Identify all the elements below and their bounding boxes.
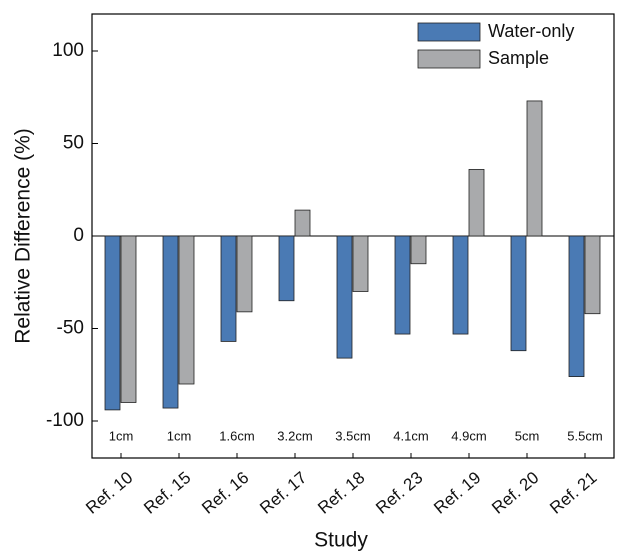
x-tick-label: Ref. 21	[546, 468, 600, 518]
bar	[352, 235, 369, 292]
x-tick-label: Ref. 15	[140, 468, 194, 518]
bar	[510, 235, 527, 352]
x-tick-label: Ref. 23	[372, 468, 426, 518]
bar	[294, 209, 311, 237]
y-tick-label: 0	[73, 225, 84, 246]
legend-label: Water-only	[488, 21, 574, 41]
bar	[452, 235, 469, 335]
annotation: 3.5cm	[335, 428, 370, 443]
bar	[104, 235, 121, 411]
legend-label: Sample	[488, 48, 549, 68]
y-tick-label: 100	[52, 40, 84, 61]
x-tick-label: Ref. 10	[82, 468, 136, 518]
bar	[236, 235, 253, 313]
bar	[120, 235, 137, 403]
bar	[584, 235, 601, 315]
y-tick-label: -100	[46, 410, 84, 431]
x-tick-label: Ref. 19	[430, 468, 484, 518]
annotation: 1cm	[167, 428, 192, 443]
x-tick-label: Ref. 17	[256, 468, 310, 518]
y-tick-label: 50	[63, 133, 84, 154]
bar	[178, 235, 195, 385]
x-tick-label: Ref. 20	[488, 468, 542, 518]
legend-swatch	[417, 22, 481, 42]
annotation: 1cm	[109, 428, 134, 443]
bar	[410, 235, 427, 265]
y-axis-label: Relative Difference (%)	[12, 128, 35, 344]
annotation: 4.9cm	[451, 428, 486, 443]
bar	[162, 235, 179, 409]
annotation: 4.1cm	[393, 428, 428, 443]
x-axis-label: Study	[314, 529, 368, 552]
bar	[220, 235, 237, 342]
legend-swatch	[417, 49, 481, 69]
plot-frame	[91, 13, 615, 459]
bar	[568, 235, 585, 378]
bar	[468, 168, 485, 237]
annotation: 5.5cm	[567, 428, 602, 443]
x-tick-label: Ref. 18	[314, 468, 368, 518]
x-tick-label: Ref. 16	[198, 468, 252, 518]
y-tick-label: -50	[57, 318, 84, 339]
bar	[526, 100, 543, 237]
annotation: 5cm	[515, 428, 540, 443]
bar	[336, 235, 353, 359]
annotation: 1.6cm	[219, 428, 254, 443]
annotation: 3.2cm	[277, 428, 312, 443]
bar	[394, 235, 411, 335]
bar	[278, 235, 295, 302]
